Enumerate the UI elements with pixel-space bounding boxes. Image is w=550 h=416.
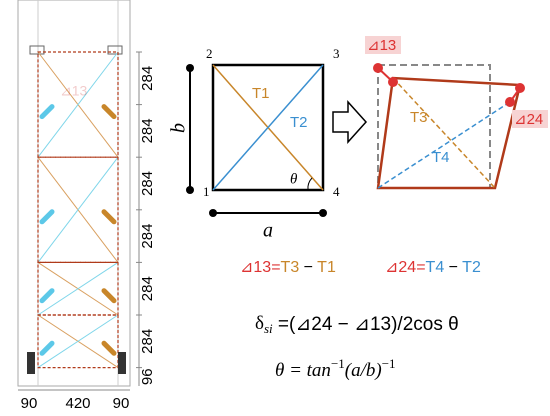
b-label: b [168,123,190,133]
arrow [332,100,368,144]
eq-part: θ = tan [275,360,331,381]
jack-orange [101,288,117,304]
node-dot [505,97,515,107]
wheel [118,352,126,374]
jack-orange [101,209,117,225]
delta24-label: ⊿24 [514,111,543,128]
angle-label: θ [290,171,298,187]
node-label: 1 [203,184,210,199]
t2-label: T2 [290,114,308,131]
bay-outline [37,314,119,369]
eq-part: = [416,259,425,276]
eq-part: T4 [426,259,445,276]
brace-cyan [37,261,119,316]
eq-part: − [444,259,462,276]
support [107,45,123,55]
brace-cyan [37,51,119,158]
dimension-label: 284 [139,329,156,354]
dim-dot [186,186,194,194]
a-label: a [263,220,273,242]
eq-part: = [271,259,280,276]
dimension-labels: 284 284 284 284 284 284 96 [136,51,156,386]
eq-part: T2 [462,259,481,276]
eq-part: − [299,259,317,276]
eq-part: (a/b) [345,360,382,381]
eq-part: T1 [317,259,336,276]
angle-arc [307,177,313,191]
dimension-label: 284 [139,276,156,301]
t3-label: T3 [410,109,428,126]
eq-part: −1 [382,356,396,371]
equation: δsi =(⊿24 − ⊿13)/2cos θ [255,313,459,336]
width-label: 90 [21,395,38,412]
dim-dot [186,64,194,72]
dimension-label: 284 [139,171,156,196]
highlight [512,110,548,128]
eq-part: ⊿24 [385,259,416,276]
faded-label: ⊿13 [60,83,88,99]
diagonal-t4 [377,101,511,189]
t1-label: T1 [252,85,270,102]
highlight [365,36,401,54]
node-label: 3 [333,46,340,61]
dimension-label: 284 [139,118,156,143]
tower-frame [17,0,131,387]
eq-part: T3 [281,259,300,276]
equation: θ = tan−1(a/b)−1 [275,356,396,381]
jack-cyan [39,340,55,356]
node-dot [388,77,398,87]
dim-dot [319,209,327,217]
dimension-label: 284 [139,224,156,249]
eq-part: =(⊿24 − ⊿13)/2cos θ [273,314,459,335]
support [29,45,45,55]
brace-cyan [37,156,119,263]
diagonal-t3 [392,77,496,189]
eq-part: δ [255,313,264,334]
width-label: 90 [113,395,130,412]
equation: ⊿13=T3 − T1 [240,259,336,276]
jack-orange [101,104,117,120]
jack-cyan [39,104,55,120]
width-label: 420 [65,395,90,412]
square-frame [211,63,325,192]
square: 2 3 1 4 T1 T2 θ b a [168,46,340,242]
jack-cyan [39,288,55,304]
t4-label: T4 [432,149,450,166]
equation: ⊿24=T4 − T2 [385,259,481,276]
dim-dot [209,209,217,217]
eq-part: −1 [331,356,345,371]
deformed: ⊿13 ⊿24 T3 T4 [365,36,548,190]
eq-part: ⊿13 [240,259,271,276]
bays [37,51,119,369]
diagonal-t2 [212,64,324,191]
wheel [27,352,35,374]
jack-orange [101,340,117,356]
node-label: 2 [206,46,213,61]
tower: ⊿13 284 284 284 284 284 284 96 90 420 90 [17,0,156,412]
deformed-frame [376,76,522,190]
eq-part: si [264,321,273,336]
delta13-label: ⊿13 [367,37,396,54]
node-dot [515,83,525,93]
equations: ⊿13=T3 − T1 ⊿24=T4 − T2 δsi =(⊿24 − ⊿13)… [240,259,481,381]
dimension-label: 284 [139,66,156,91]
node-label: 4 [333,184,340,199]
dimension-label: 96 [139,368,156,385]
brace-cyan [37,314,119,369]
node-dot [373,63,383,73]
jack-cyan [39,209,55,225]
